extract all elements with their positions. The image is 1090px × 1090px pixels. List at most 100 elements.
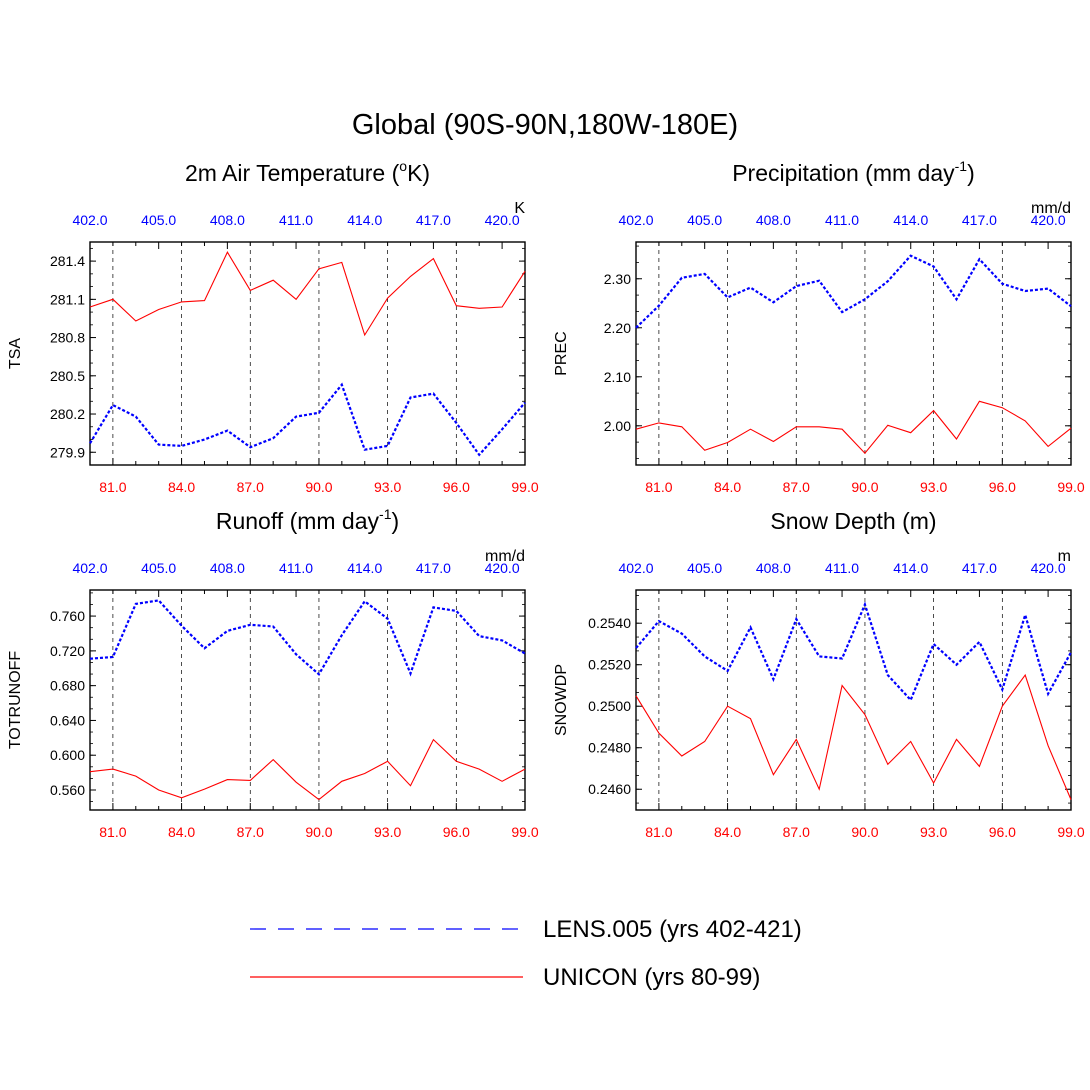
y-tick-label: 0.600 xyxy=(50,747,85,763)
panel-title-superscript: -1 xyxy=(379,506,392,522)
x-tick-label-top: 402.0 xyxy=(72,560,107,576)
y-axis-label: TOTRUNOFF xyxy=(7,651,24,750)
series-line-unicon xyxy=(89,251,526,337)
y-tick-label: 0.2480 xyxy=(588,740,631,756)
x-tick-label-top: 405.0 xyxy=(687,212,722,228)
x-tick-label-top: 414.0 xyxy=(893,560,928,576)
y-tick-label: 0.640 xyxy=(50,712,85,728)
x-tick-label-bottom: 81.0 xyxy=(99,479,126,495)
y-tick-label: 0.720 xyxy=(50,643,85,659)
plot-frame xyxy=(635,589,1072,811)
panel-title-text-after: K) xyxy=(407,160,430,186)
x-tick-label-top: 405.0 xyxy=(141,560,176,576)
series-line-lens xyxy=(89,599,526,677)
y-tick-label: 2.20 xyxy=(604,320,631,336)
main-title: Global (90S-90N,180W-180E) xyxy=(352,109,738,141)
x-tick-label-top: 417.0 xyxy=(962,560,997,576)
panel-title-text: Precipitation (mm day xyxy=(732,160,955,186)
x-tick-label-top: 408.0 xyxy=(210,212,245,228)
y-tick-label: 0.760 xyxy=(50,608,85,624)
y-tick-label: 281.4 xyxy=(50,253,85,269)
x-tick-label-bottom: 90.0 xyxy=(305,479,332,495)
x-tick-label-bottom: 81.0 xyxy=(99,824,126,840)
series-line-unicon xyxy=(635,400,1072,455)
x-tick-label-top: 408.0 xyxy=(756,560,791,576)
x-tick-label-top: 414.0 xyxy=(347,560,382,576)
panel-title: Runoff (mm day-1) xyxy=(216,506,399,534)
y-tick-label: 0.680 xyxy=(50,678,85,694)
legend: LENS.005 (yrs 402-421) UNICON (yrs 80-99… xyxy=(250,916,802,991)
panel-2: Precipitation (mm day-1) 2.00 2.10 2.20 2.30… xyxy=(553,158,1085,495)
x-tick-label-bottom: 90.0 xyxy=(305,824,332,840)
y-tick-label: 0.2520 xyxy=(588,657,631,673)
y-axis-label: SNOWDP xyxy=(553,664,570,736)
x-tick-label-bottom: 93.0 xyxy=(374,479,401,495)
y-tick-label: 281.1 xyxy=(50,291,85,307)
x-tick-label-bottom: 96.0 xyxy=(989,479,1016,495)
y-tick-label: 280.2 xyxy=(50,406,85,422)
x-tick-label-top: 402.0 xyxy=(72,212,107,228)
panel-3: Runoff (mm day-1) 0.560 0.600 0.640 0.680 0.7… xyxy=(7,506,539,840)
units-label: m xyxy=(1058,548,1071,565)
x-tick-label-top: 405.0 xyxy=(141,212,176,228)
panel-title-superscript: -1 xyxy=(955,158,968,174)
legend-label-unicon: UNICON (yrs 80-99) xyxy=(543,964,760,991)
x-tick-label-top: 411.0 xyxy=(279,212,313,228)
x-tick-label-bottom: 87.0 xyxy=(783,479,810,495)
y-tick-label: 279.9 xyxy=(50,444,85,460)
y-tick-label: 0.2460 xyxy=(588,781,631,797)
x-tick-label-top: 405.0 xyxy=(687,560,722,576)
y-tick-label: 280.5 xyxy=(50,368,85,384)
plot-frame xyxy=(89,241,526,466)
x-tick-label-bottom: 99.0 xyxy=(511,479,538,495)
y-tick-label: 2.30 xyxy=(604,271,631,287)
series-line-lens xyxy=(635,601,1072,703)
x-tick-label-top: 420.0 xyxy=(485,212,520,228)
panel-title: 2m Air Temperature (oK) xyxy=(185,158,430,186)
x-tick-label-bottom: 99.0 xyxy=(1057,824,1084,840)
y-tick-label: 0.560 xyxy=(50,782,85,798)
x-tick-label-bottom: 84.0 xyxy=(168,479,195,495)
units-label: mm/d xyxy=(485,548,525,565)
legend-label-lens: LENS.005 (yrs 402-421) xyxy=(543,916,802,943)
x-tick-label-top: 414.0 xyxy=(893,212,928,228)
x-tick-label-bottom: 90.0 xyxy=(851,824,878,840)
x-tick-label-bottom: 84.0 xyxy=(714,479,741,495)
panel-title: Precipitation (mm day-1) xyxy=(732,158,975,186)
panel-title-text-after: ) xyxy=(391,508,399,534)
x-tick-label-top: 417.0 xyxy=(962,212,997,228)
x-tick-label-bottom: 90.0 xyxy=(851,479,878,495)
x-tick-label-bottom: 84.0 xyxy=(714,824,741,840)
x-tick-label-top: 402.0 xyxy=(618,212,653,228)
x-tick-label-bottom: 93.0 xyxy=(920,479,947,495)
y-tick-label: 0.2500 xyxy=(588,698,631,714)
chart-panels: 2m Air Temperature (oK) 279.9 280.2 280.5 28… xyxy=(7,158,1085,840)
x-tick-label-bottom: 93.0 xyxy=(374,824,401,840)
series-line-unicon xyxy=(89,738,526,801)
x-tick-label-bottom: 87.0 xyxy=(237,479,264,495)
x-tick-label-top: 420.0 xyxy=(1031,560,1066,576)
y-axis-label: PREC xyxy=(553,331,570,375)
x-tick-label-top: 411.0 xyxy=(825,560,859,576)
x-tick-label-bottom: 93.0 xyxy=(920,824,947,840)
plot-frame xyxy=(635,241,1072,466)
panel-title-text: 2m Air Temperature ( xyxy=(185,160,400,186)
panel-title-text: Runoff (mm day xyxy=(216,508,380,534)
x-tick-label-bottom: 84.0 xyxy=(168,824,195,840)
x-tick-label-bottom: 96.0 xyxy=(989,824,1016,840)
x-tick-label-bottom: 81.0 xyxy=(645,479,672,495)
y-tick-label: 280.8 xyxy=(50,330,85,346)
x-tick-label-top: 402.0 xyxy=(618,560,653,576)
series-line-lens xyxy=(635,254,1072,329)
units-label: mm/d xyxy=(1031,200,1071,217)
x-tick-label-top: 414.0 xyxy=(347,212,382,228)
x-tick-label-bottom: 99.0 xyxy=(1057,479,1084,495)
x-tick-label-bottom: 87.0 xyxy=(783,824,810,840)
panel-4: Snow Depth (m) 0.2460 0.2480 0.2500 0.2520 0.… xyxy=(553,508,1085,840)
y-tick-label: 0.2540 xyxy=(588,615,631,631)
x-tick-label-top: 408.0 xyxy=(210,560,245,576)
y-axis-label: TSA xyxy=(7,338,24,369)
y-tick-label: 2.00 xyxy=(604,418,631,434)
panel-title-text: Snow Depth (m) xyxy=(770,508,936,534)
